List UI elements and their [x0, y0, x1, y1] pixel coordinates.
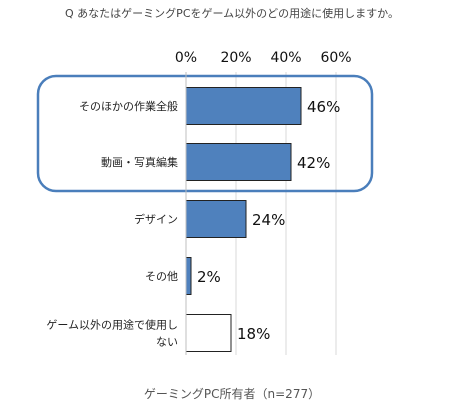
bars [185, 87, 302, 352]
category-label: その他 [145, 270, 178, 283]
value-label: 2% [197, 268, 221, 286]
category-label: そのほかの作業全般 [79, 99, 178, 113]
value-label: 18% [237, 325, 270, 343]
x-axis-ticks: 0% 20% 40% 60% [175, 50, 352, 66]
category-label: ゲーム以外の用途で使用しない [46, 318, 178, 349]
category-label: デザイン [134, 212, 178, 226]
bar [185, 200, 247, 238]
bar [185, 87, 302, 125]
category-label: 動画・写真編集 [101, 155, 178, 169]
bar [185, 314, 232, 352]
x-tick-label: 0% [175, 50, 197, 66]
bar [185, 257, 192, 295]
value-label: 42% [297, 154, 330, 172]
value-label: 46% [307, 98, 340, 116]
chart-footnote: ゲーミングPC所有者（n=277） [144, 387, 320, 401]
chart-question: Q あなたはゲーミングPCをゲーム以外のどの用途に使用しますか。 [65, 6, 399, 20]
highlight-box [36, 74, 374, 193]
x-tick-label: 60% [320, 50, 351, 66]
value-labels: 46% 42% 24% 2% 18% [197, 98, 340, 343]
x-tick-label: 20% [220, 50, 251, 66]
value-label: 24% [252, 211, 285, 229]
bar [185, 143, 292, 181]
x-tick-label: 40% [270, 50, 301, 66]
